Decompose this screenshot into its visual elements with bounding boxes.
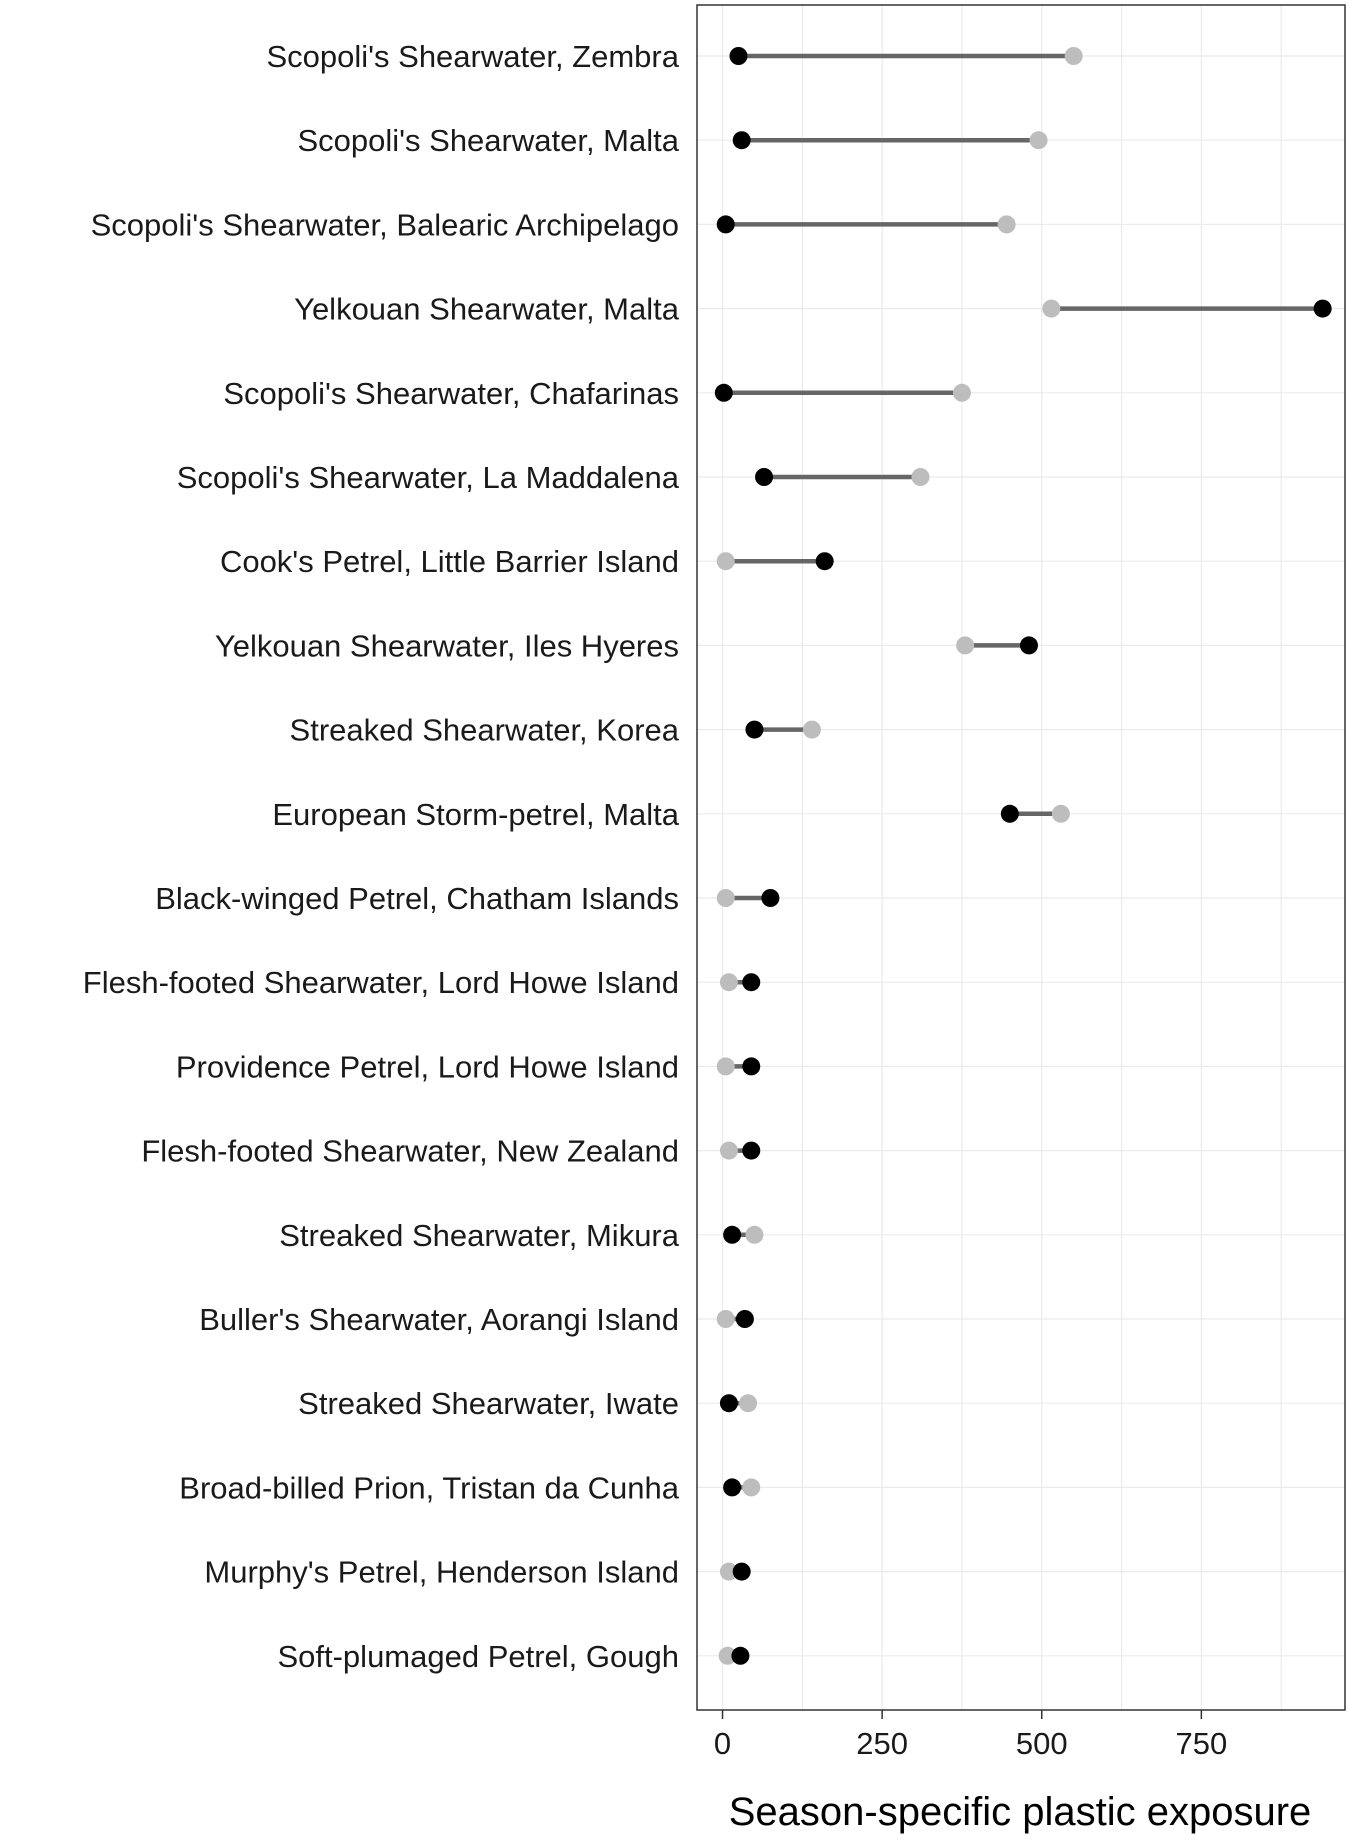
light-point [745, 1225, 764, 1244]
x-axis-title: Season-specific plastic exposure [729, 1790, 1312, 1834]
light-point [997, 215, 1016, 234]
light-point [719, 973, 738, 992]
x-tick-label: 750 [1175, 1726, 1227, 1761]
dark-point [1000, 804, 1019, 823]
category-label: European Storm-petrel, Malta [272, 797, 679, 832]
dark-point [755, 468, 774, 486]
category-label: Murphy's Petrel, Henderson Island [204, 1555, 679, 1590]
dark-point [723, 1478, 742, 1497]
dark-point [729, 47, 748, 65]
x-tick-label: 500 [1016, 1726, 1068, 1761]
grid-layer [697, 5, 1345, 1710]
dark-point [761, 889, 780, 907]
x-tick-label: 250 [856, 1726, 908, 1761]
category-label: Scopoli's Shearwater, Chafarinas [223, 376, 679, 411]
category-label: Yelkouan Shearwater, Iles Hyeres [215, 628, 679, 663]
category-label: Yelkouan Shearwater, Malta [294, 292, 680, 327]
light-point [716, 889, 735, 907]
x-tick-label: 0 [714, 1726, 731, 1761]
point-layer [714, 47, 1332, 1665]
category-label: Flesh-footed Shearwater, New Zealand [141, 1134, 679, 1169]
light-point [1042, 299, 1061, 318]
dark-point [742, 1057, 761, 1076]
light-point [716, 552, 735, 571]
dark-point [815, 552, 834, 571]
category-label: Cook's Petrel, Little Barrier Island [220, 544, 679, 579]
category-label: Soft-plumaged Petrel, Gough [277, 1639, 679, 1674]
light-point [1051, 804, 1070, 823]
light-point [911, 468, 930, 486]
category-label: Streaked Shearwater, Korea [290, 713, 680, 748]
category-label: Providence Petrel, Lord Howe Island [176, 1049, 679, 1084]
category-label: Scopoli's Shearwater, Zembra [266, 39, 679, 74]
dark-point [1313, 299, 1332, 318]
light-point [952, 383, 971, 402]
category-label: Scopoli's Shearwater, La Maddalena [177, 460, 680, 495]
dark-point [1019, 636, 1038, 655]
dark-point [742, 1141, 761, 1160]
dark-point [742, 973, 761, 992]
light-point [956, 636, 975, 655]
light-point [1029, 131, 1048, 150]
dark-point [732, 131, 751, 150]
dark-point [735, 1310, 754, 1328]
light-point [716, 1310, 735, 1328]
light-point [719, 1141, 738, 1160]
category-labels: Scopoli's Shearwater, Zembra Scopoli's Sh… [83, 39, 680, 1674]
dark-point [714, 383, 733, 402]
category-label: Scopoli's Shearwater, Malta [297, 123, 679, 158]
segment-layer [723, 53, 1323, 1659]
dark-point [732, 1562, 751, 1581]
category-label: Flesh-footed Shearwater, Lord Howe Islan… [83, 965, 679, 1000]
light-point [719, 1562, 738, 1581]
dark-point [716, 215, 735, 234]
light-point [1064, 47, 1083, 65]
panel-border [696, 4, 1346, 1711]
light-point [742, 1478, 761, 1497]
category-label: Broad-billed Prion, Tristan da Cunha [179, 1470, 679, 1505]
category-label: Scopoli's Shearwater, Balearic Archipela… [91, 207, 679, 242]
light-point [716, 1057, 735, 1076]
light-point [718, 1646, 737, 1665]
light-point [739, 1394, 758, 1413]
category-label: Buller's Shearwater, Aorangi Island [199, 1302, 679, 1337]
dark-point [719, 1394, 738, 1413]
category-label: Streaked Shearwater, Mikura [279, 1218, 680, 1253]
category-label: Streaked Shearwater, Iwate [298, 1386, 679, 1421]
dark-point [723, 1225, 742, 1244]
dark-point [731, 1646, 750, 1665]
category-label: Black-winged Petrel, Chatham Islands [155, 881, 679, 916]
dark-point [745, 720, 764, 739]
x-axis: 0 250 500 750 [714, 1710, 1227, 1761]
light-point [802, 720, 821, 739]
